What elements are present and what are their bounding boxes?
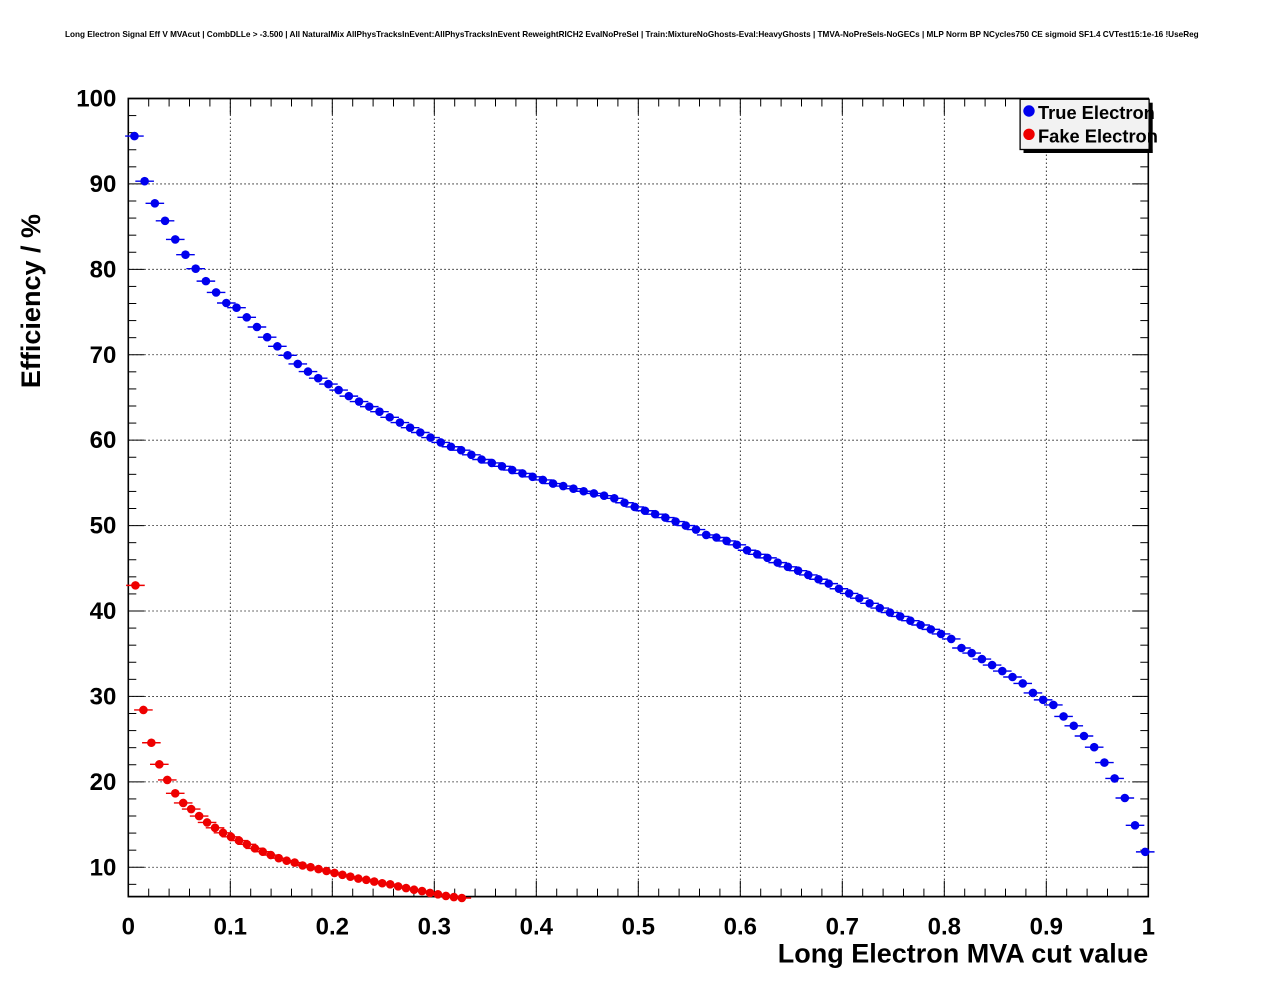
- svg-text:50: 50: [90, 513, 117, 540]
- svg-text:Efficiency / %: Efficiency / %: [16, 214, 46, 388]
- svg-text:0.6: 0.6: [724, 914, 757, 941]
- svg-text:40: 40: [90, 598, 117, 625]
- svg-text:0.4: 0.4: [520, 914, 554, 941]
- svg-text:80: 80: [90, 256, 117, 283]
- svg-text:20: 20: [90, 769, 117, 796]
- svg-text:0.8: 0.8: [928, 914, 961, 941]
- svg-text:Long Electron MVA cut value: Long Electron MVA cut value: [778, 939, 1149, 969]
- svg-text:0.9: 0.9: [1030, 914, 1063, 941]
- svg-text:0.7: 0.7: [826, 914, 859, 941]
- svg-text:0.2: 0.2: [316, 914, 349, 941]
- svg-text:1: 1: [1142, 914, 1155, 941]
- svg-text:Fake Electron: Fake Electron: [1038, 125, 1158, 146]
- svg-text:0.5: 0.5: [622, 914, 655, 941]
- svg-text:60: 60: [90, 427, 117, 454]
- svg-text:30: 30: [90, 683, 117, 710]
- svg-text:0.3: 0.3: [418, 914, 451, 941]
- svg-text:Long Electron Signal Eff V MVA: Long Electron Signal Eff V MVAcut | Comb…: [65, 30, 1199, 39]
- svg-text:True Electron: True Electron: [1038, 102, 1155, 123]
- svg-text:100: 100: [76, 86, 116, 113]
- svg-text:90: 90: [90, 171, 117, 198]
- svg-text:0: 0: [122, 914, 135, 941]
- svg-text:10: 10: [90, 854, 117, 881]
- svg-text:0.1: 0.1: [214, 914, 247, 941]
- svg-text:70: 70: [90, 342, 117, 369]
